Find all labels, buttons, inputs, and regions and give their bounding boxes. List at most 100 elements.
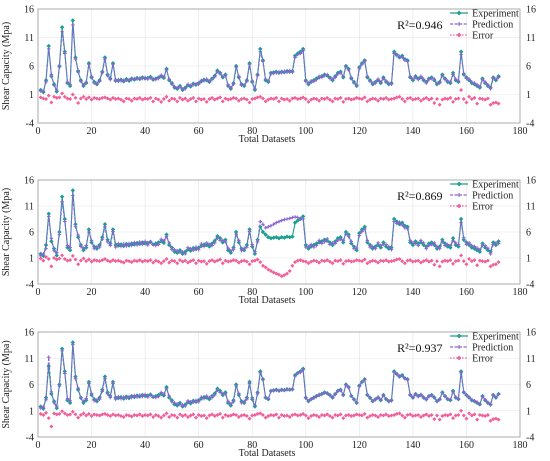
data-point-prediction: [330, 241, 335, 245]
data-point-prediction: [84, 243, 88, 248]
data-point-prediction: [453, 395, 458, 399]
data-point-prediction: [226, 83, 230, 87]
data-point-prediction: [188, 400, 193, 404]
data-point-prediction: [263, 77, 268, 81]
data-point-prediction: [317, 74, 321, 79]
data-point-error: [464, 416, 469, 421]
data-point-prediction: [472, 398, 477, 403]
data-point-prediction: [403, 376, 407, 381]
data-point-error: [301, 411, 306, 416]
data-point-error: [362, 411, 367, 416]
data-point-error: [432, 101, 437, 106]
data-point-prediction: [408, 392, 413, 397]
data-point-prediction: [103, 376, 107, 381]
data-point-error: [496, 417, 501, 422]
data-point-error: [167, 98, 172, 103]
data-point-error: [282, 273, 287, 278]
data-point-experiment: [466, 242, 472, 248]
data-point-prediction: [79, 79, 83, 84]
data-point-error: [255, 95, 260, 100]
y-tick-label-right: 16: [526, 176, 536, 187]
data-point-prediction: [389, 82, 394, 87]
data-point-prediction: [336, 238, 340, 243]
data-point-prediction: [151, 394, 155, 399]
data-point-prediction: [266, 225, 271, 229]
data-point-error: [199, 414, 204, 418]
y-tick-label-right: 16: [526, 5, 536, 16]
data-point-prediction: [298, 370, 303, 375]
data-point-error: [86, 411, 91, 416]
data-point-prediction: [397, 54, 402, 59]
data-point-prediction: [314, 77, 319, 82]
legend-label-prediction: Prediction: [472, 191, 513, 202]
data-point-error: [472, 95, 477, 100]
data-point-prediction: [263, 226, 268, 230]
data-point-prediction: [443, 394, 447, 399]
data-point-error: [394, 257, 399, 262]
data-point-prediction: [212, 75, 217, 79]
data-point-error: [65, 96, 70, 101]
data-point-prediction: [282, 217, 287, 222]
data-point-error: [161, 413, 166, 418]
data-point-prediction: [156, 242, 161, 247]
data-point-prediction: [429, 242, 434, 247]
data-point-prediction: [346, 234, 351, 239]
data-point-prediction: [81, 83, 86, 87]
data-point-error: [485, 258, 490, 263]
data-point-error: [461, 97, 466, 102]
data-point-error: [234, 96, 239, 101]
data-point-experiment: [161, 240, 167, 246]
data-point-error: [191, 258, 196, 263]
data-point-error: [378, 96, 383, 101]
data-point-error: [400, 97, 405, 102]
data-point-prediction: [295, 371, 300, 376]
data-point-prediction: [440, 73, 445, 78]
data-point-error: [183, 96, 188, 101]
data-point-experiment: [59, 194, 65, 199]
data-point-error: [477, 258, 482, 263]
data-point-prediction: [437, 81, 442, 85]
data-point-prediction: [172, 401, 177, 405]
data-point-prediction: [180, 249, 185, 254]
data-point-prediction: [188, 83, 193, 88]
data-point-error: [193, 261, 198, 266]
data-point-prediction: [245, 79, 249, 84]
data-point-error: [234, 258, 239, 263]
data-point-prediction: [486, 246, 490, 250]
data-point-prediction: [285, 387, 289, 392]
data-point-error: [303, 413, 308, 418]
data-point-error: [247, 100, 252, 105]
data-point-prediction: [250, 79, 255, 83]
data-point-prediction: [210, 395, 214, 400]
data-point-prediction: [148, 240, 153, 244]
y-tick-label: 1: [29, 254, 34, 265]
data-point-prediction: [301, 368, 305, 372]
data-point-error: [461, 413, 466, 418]
y-tick-label: -4: [26, 433, 34, 444]
data-point-error: [73, 412, 78, 417]
series-prediction: [38, 23, 501, 93]
data-point-error: [247, 262, 252, 267]
data-point-prediction: [111, 229, 115, 234]
data-point-error: [204, 416, 209, 421]
data-point-prediction: [448, 397, 453, 402]
y-tick-label-right: 16: [526, 328, 536, 339]
data-point-prediction: [108, 395, 113, 400]
data-point-error: [244, 97, 249, 102]
data-point-experiment: [70, 188, 76, 193]
data-point-prediction: [229, 402, 233, 406]
data-point-prediction: [111, 381, 115, 386]
data-point-prediction: [491, 242, 496, 247]
data-point-prediction: [464, 76, 469, 81]
x-tick-label: 80: [247, 126, 257, 137]
data-point-prediction: [408, 238, 413, 243]
data-point-prediction: [459, 371, 463, 375]
data-point-prediction: [140, 76, 145, 81]
data-point-prediction: [328, 76, 332, 81]
data-point-prediction: [207, 242, 212, 247]
data-point-error: [496, 101, 501, 106]
data-point-prediction: [255, 73, 260, 78]
data-point-experiment: [440, 237, 445, 242]
data-point-experiment: [314, 241, 319, 246]
